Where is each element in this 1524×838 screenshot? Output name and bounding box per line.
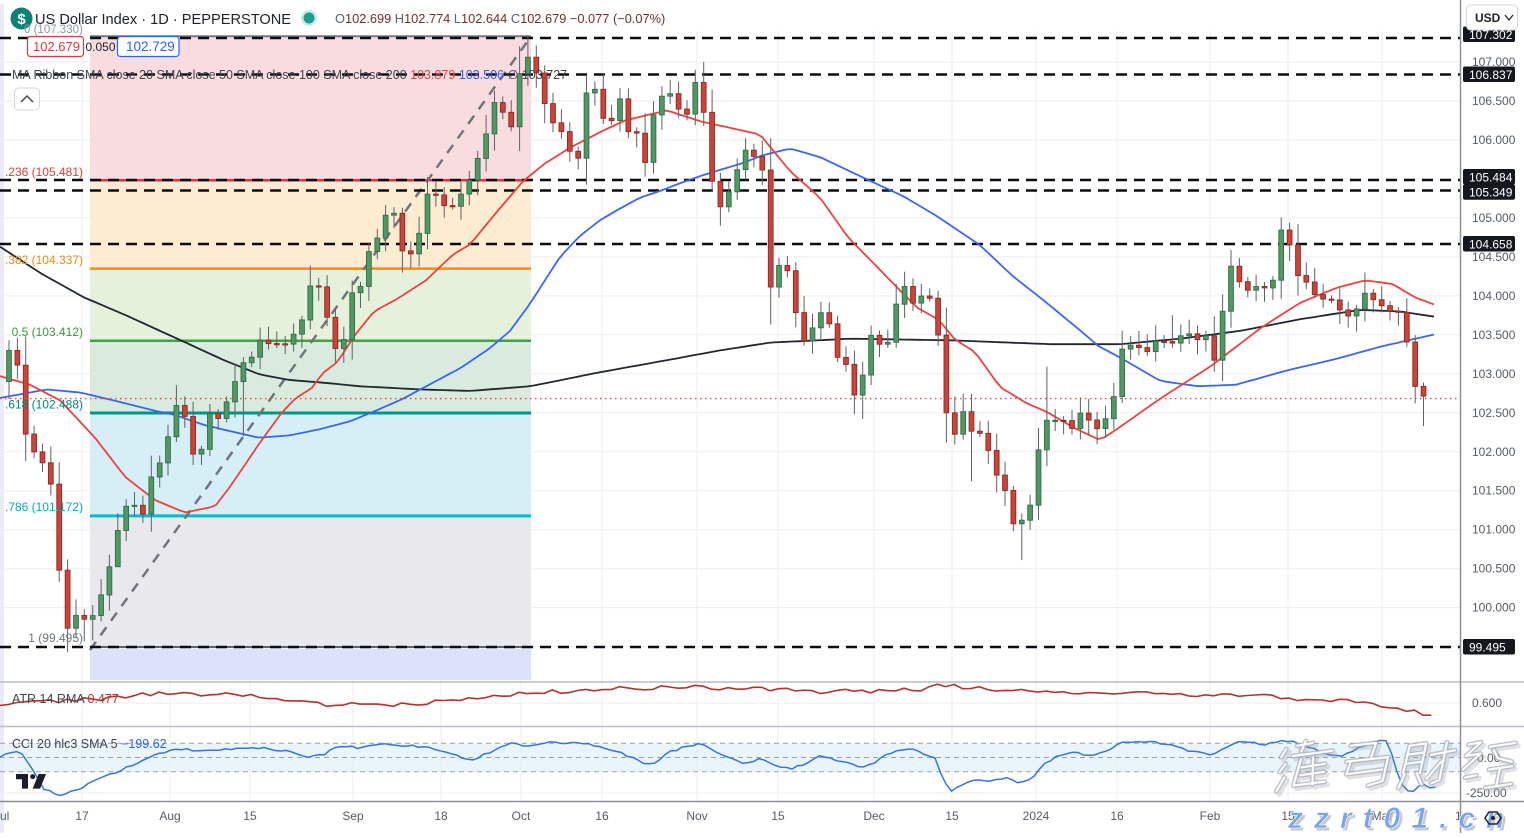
svg-text:102.500: 102.500 [1472, 406, 1516, 420]
svg-text:105.349: 105.349 [1469, 186, 1513, 200]
svg-text:ATR 14 RMA 0.477: ATR 14 RMA 0.477 [12, 692, 119, 706]
svg-text:106.000: 106.000 [1472, 133, 1516, 147]
svg-text:16: 16 [595, 809, 609, 823]
svg-text:15: 15 [945, 809, 959, 823]
svg-text:101.000: 101.000 [1472, 523, 1516, 537]
svg-text:0.050: 0.050 [86, 40, 116, 54]
svg-text:0.600: 0.600 [1472, 696, 1502, 710]
svg-text:1: 1 [1455, 809, 1462, 823]
svg-text:$: $ [17, 11, 26, 28]
svg-text:Feb: Feb [1200, 809, 1221, 823]
svg-text:100.500: 100.500 [1472, 562, 1516, 576]
svg-text:0.5 (103.412): 0.5 (103.412) [12, 325, 83, 339]
svg-text:99.495: 99.495 [1469, 640, 1506, 654]
svg-text:18: 18 [434, 809, 448, 823]
svg-text:17: 17 [75, 809, 89, 823]
svg-text:Mar: Mar [1372, 809, 1393, 823]
svg-text:104.000: 104.000 [1472, 289, 1516, 303]
svg-text:15: 15 [771, 809, 785, 823]
svg-text:.382 (104.337): .382 (104.337) [5, 253, 83, 267]
svg-text:USD: USD [1475, 11, 1501, 25]
svg-text:0 (107.330): 0 (107.330) [24, 24, 83, 36]
svg-text:1 (99.495): 1 (99.495) [28, 631, 83, 645]
svg-text:ul: ul [0, 809, 9, 823]
svg-text:101.500: 101.500 [1472, 484, 1516, 498]
svg-text:100.000: 100.000 [1472, 601, 1516, 615]
svg-text:US Dollar Index · 1D · PEPPERS: US Dollar Index · 1D · PEPPERSTONE [35, 12, 291, 28]
svg-text:MA Ribbon SMA close 20 SMA clo: MA Ribbon SMA close 20 SMA close 50 SMA … [12, 68, 567, 82]
svg-text:106.500: 106.500 [1472, 94, 1516, 108]
svg-text:103.500: 103.500 [1472, 328, 1516, 342]
svg-text:Dec: Dec [863, 809, 884, 823]
svg-text:16: 16 [1110, 809, 1124, 823]
svg-text:.618 (102.488): .618 (102.488) [5, 398, 83, 412]
svg-text:106.837: 106.837 [1469, 68, 1513, 82]
svg-text:107.302: 107.302 [1469, 28, 1513, 42]
svg-text:CCI 20 hlc3 SMA 5 −199.62: CCI 20 hlc3 SMA 5 −199.62 [12, 737, 167, 751]
svg-text:102.000: 102.000 [1472, 445, 1516, 459]
svg-text:15: 15 [1281, 809, 1295, 823]
svg-text:104.500: 104.500 [1472, 250, 1516, 264]
svg-text:.786 (101.172): .786 (101.172) [5, 500, 83, 514]
svg-text:15: 15 [243, 809, 257, 823]
svg-text:Aug: Aug [159, 809, 180, 823]
svg-text:107.000: 107.000 [1472, 55, 1516, 69]
svg-text:105.000: 105.000 [1472, 211, 1516, 225]
svg-text:104.658: 104.658 [1469, 237, 1513, 251]
svg-text:.236 (105.481): .236 (105.481) [5, 165, 83, 179]
svg-text:102.679: 102.679 [33, 39, 80, 54]
svg-text:103.000: 103.000 [1472, 367, 1516, 381]
svg-text:-250.00: -250.00 [1466, 786, 1507, 800]
svg-text:2024: 2024 [1023, 809, 1050, 823]
svg-text:Nov: Nov [686, 809, 707, 823]
svg-text:102.729: 102.729 [126, 39, 175, 54]
svg-text:Sep: Sep [342, 809, 364, 823]
svg-text:zzrt01.cn: zzrt01.cn [1287, 802, 1515, 833]
svg-text:O102.699 H102.774 L102.644 C10: O102.699 H102.774 L102.644 C102.679 −0.0… [335, 11, 665, 26]
svg-text:Oct: Oct [512, 809, 531, 823]
svg-text:zzrt01.cn: zzrt01.cn [1290, 805, 1518, 834]
svg-text:105.484: 105.484 [1469, 170, 1513, 184]
